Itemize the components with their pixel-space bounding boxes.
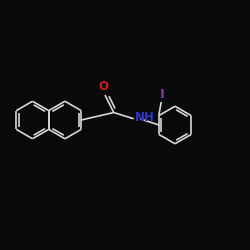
Text: O: O: [99, 80, 109, 92]
Text: NH: NH: [135, 111, 155, 124]
Text: I: I: [159, 88, 164, 101]
